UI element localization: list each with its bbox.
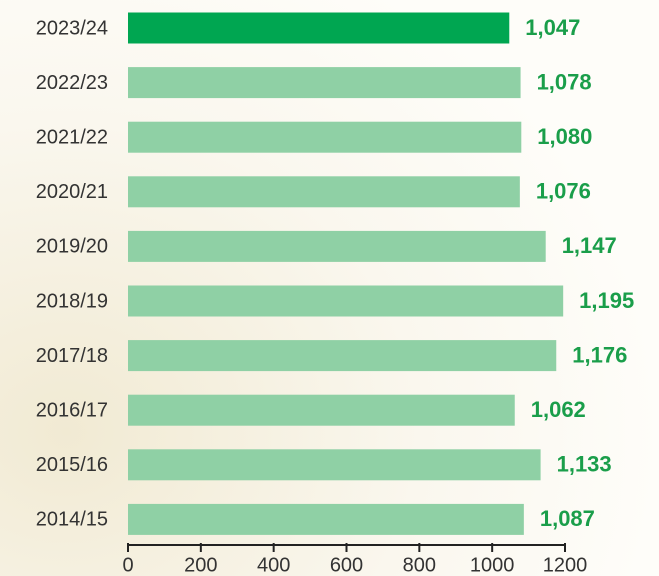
bar: [128, 394, 515, 426]
x-tick-label: 200: [184, 554, 217, 576]
category-label: 2018/19: [36, 290, 108, 312]
value-label: 1,133: [557, 452, 612, 477]
value-label: 1,176: [572, 342, 627, 367]
category-label: 2015/16: [36, 454, 108, 476]
value-label: 1,047: [525, 15, 580, 40]
category-label: 2020/21: [36, 181, 108, 203]
category-label: 2021/22: [36, 126, 108, 148]
category-label: 2023/24: [36, 17, 108, 39]
category-label: 2017/18: [36, 345, 108, 367]
bar: [128, 121, 522, 153]
x-tick-label: 1000: [470, 554, 515, 576]
bar: [128, 230, 546, 262]
value-label: 1,195: [579, 288, 634, 313]
value-label: 1,062: [531, 397, 586, 422]
category-label: 2022/23: [36, 72, 108, 94]
category-label: 2014/15: [36, 509, 108, 531]
x-tick-label: 400: [257, 554, 290, 576]
category-label: 2016/17: [36, 399, 108, 421]
x-tick-label: 0: [122, 554, 133, 576]
category-label: 2019/20: [36, 236, 108, 258]
x-tick-label: 1200: [543, 554, 588, 576]
value-label: 1,078: [537, 69, 592, 94]
x-tick-label: 800: [403, 554, 436, 576]
value-label: 1,080: [537, 124, 592, 149]
value-label: 1,076: [536, 179, 591, 204]
bar: [128, 12, 510, 44]
bar: [128, 67, 521, 99]
value-label: 1,087: [540, 506, 595, 531]
bar: [128, 340, 557, 372]
bar: [128, 503, 524, 535]
bar: [128, 285, 564, 317]
x-tick-label: 600: [330, 554, 363, 576]
bar: [128, 449, 541, 481]
bar: [128, 176, 520, 208]
value-label: 1,147: [562, 233, 617, 258]
